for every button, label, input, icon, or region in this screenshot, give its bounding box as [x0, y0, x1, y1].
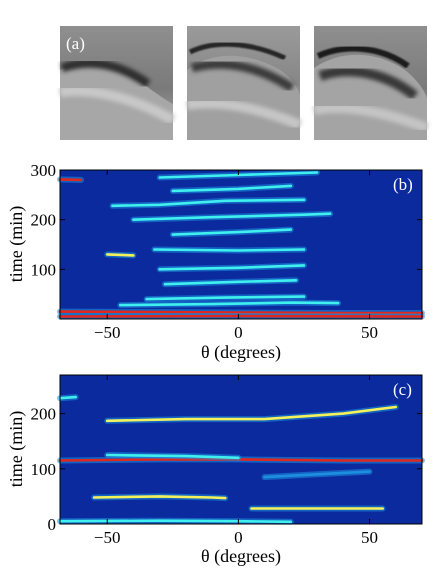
x-tick-label-c-0: −50	[94, 528, 121, 547]
track-b-10	[111, 198, 306, 208]
track-c-1	[105, 405, 398, 423]
y-tick-label-b-1: 200	[31, 211, 57, 230]
track-b-9	[132, 212, 332, 221]
tracks-c	[57, 394, 425, 525]
track-b-5	[158, 264, 306, 271]
y-axis-label-c: time (min)	[6, 411, 27, 487]
track-b-3	[145, 295, 306, 301]
track-c-0	[58, 395, 77, 400]
plot-area-c	[60, 375, 422, 524]
x-tick-label-b-1: 0	[234, 323, 243, 342]
panel-a: (a)	[59, 26, 429, 141]
track-b-0	[58, 310, 424, 315]
track-c-7	[58, 519, 293, 524]
ticks-b: −50 0 50 100 200 300	[31, 161, 422, 342]
x-tick-label-b-2: 50	[361, 323, 378, 342]
track-b-1	[58, 314, 424, 318]
track-b-6	[105, 253, 135, 257]
y-tick-label-c-1: 100	[31, 460, 57, 479]
frame-c	[59, 374, 423, 525]
panel-c-chart: −50 0 50 0 100 200 (c) θ (degrees) time (min)	[6, 374, 425, 567]
track-b-7	[153, 248, 306, 252]
track-c-3	[105, 453, 240, 460]
y-tick-label-b-2: 300	[31, 161, 57, 180]
track-b-4	[163, 279, 298, 286]
y-tick-label-c-2: 200	[31, 405, 57, 424]
track-b-8	[171, 228, 293, 236]
track-b-12	[58, 178, 83, 182]
y-tick-label-c-0: 0	[48, 515, 57, 534]
panel-b-chart: −50 0 50 100 200 300 (b) θ (degrees) time (mi…	[6, 161, 425, 363]
track-b-11	[171, 184, 293, 193]
panel-label-a: (a)	[66, 34, 85, 53]
x-tick-label-c-1: 0	[234, 528, 243, 547]
panel-label-c: (c)	[393, 380, 412, 399]
track-c-2	[58, 458, 424, 462]
x-tick-label-c-2: 50	[361, 528, 378, 547]
y-tick-label-b-0: 100	[31, 260, 57, 279]
x-axis-label-b: θ (degrees)	[201, 342, 281, 363]
plot-area-b	[60, 170, 422, 319]
track-b-2	[119, 301, 340, 307]
tracks-b	[57, 169, 425, 320]
ticks-c: −50 0 50 0 100 200	[31, 375, 422, 547]
track-c-5	[263, 470, 371, 479]
track-c-4	[92, 495, 227, 500]
panel-label-b: (b)	[393, 175, 413, 194]
frame-b	[59, 169, 423, 320]
y-axis-label-b: time (min)	[6, 206, 27, 282]
photo-frame-2	[186, 26, 302, 141]
photo-frame-1: (a)	[59, 26, 176, 140]
x-axis-label-c: θ (degrees)	[201, 546, 281, 567]
x-tick-label-b-0: −50	[94, 323, 121, 342]
photo-frame-3	[313, 26, 429, 140]
